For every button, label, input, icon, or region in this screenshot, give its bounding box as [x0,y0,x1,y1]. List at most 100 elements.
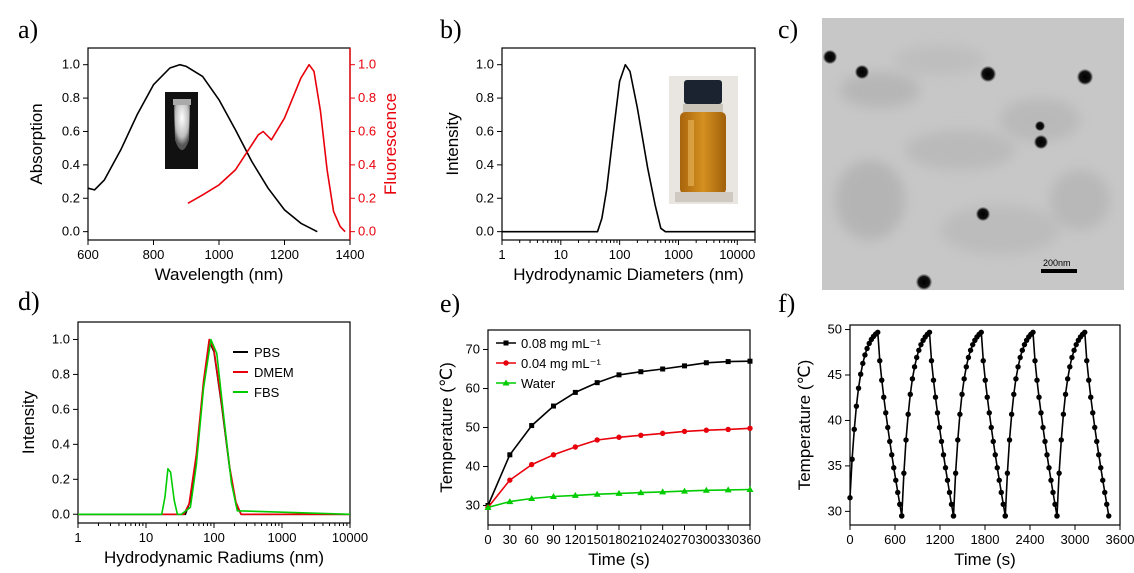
y-tick-label: 0.0 [52,506,70,521]
y-tick-label: 45 [828,367,842,382]
x-axis-title: Time (s) [954,550,1016,569]
legend-label: PBS [254,345,280,360]
data-point [982,377,988,383]
data-point [637,489,645,496]
absorption-line [87,63,318,233]
data-point [952,470,959,476]
data-point [889,452,895,458]
y-tick-label: 0.0 [62,224,80,239]
data-point [940,452,947,458]
data-point [984,394,990,400]
data-point [1046,465,1052,471]
data-point [659,488,667,495]
data-point [887,438,893,445]
x-tick-label: 600 [77,247,99,262]
data-point [875,329,881,335]
data-point [864,345,870,352]
cycle-line [849,331,1110,517]
data-point [909,376,916,382]
data-point [965,354,972,361]
data-point [961,376,967,382]
data-point [1082,329,1088,335]
x-tick-label: 3000 [1061,532,1090,547]
y-tick-label: 1.0 [62,57,80,72]
panel-label-f: f) [778,289,795,318]
x-tick-label: 10 [554,247,568,262]
data-point [1002,513,1008,519]
data-point [944,477,951,483]
legend-label: Water [521,376,556,391]
data-point [928,358,935,364]
data-point [860,360,866,367]
data-point [950,513,957,519]
data-point [1102,489,1108,496]
panel-label-b: b) [440,15,462,44]
data-point [1069,354,1075,361]
data-point [881,394,887,400]
data-point [1013,376,1019,382]
y-tick-label: 30 [828,503,842,518]
plot-frame [849,324,1121,526]
data-point [1036,394,1042,400]
x-tick-label: 0 [846,532,853,547]
data-point [1086,377,1092,383]
x-tick-label: 10 [139,530,153,545]
data-point [572,389,578,395]
data-point [957,411,963,417]
data-point [1008,411,1015,417]
data-point [899,513,905,519]
data-point [616,372,622,378]
x-tick-label: 10000 [332,530,368,545]
data-point [681,487,688,494]
data-point [528,461,535,468]
series-line-dmem [78,338,350,516]
data-point [1019,347,1026,353]
data-point [659,430,666,437]
data-point [1090,410,1096,416]
x-tick-label: 1000 [268,530,297,545]
data-point [1094,438,1100,445]
x-tick-label: 600 [884,532,906,547]
data-point [593,490,601,497]
data-point [916,347,922,353]
y-tick-label: 50 [466,420,480,435]
data-point [1056,470,1062,476]
data-point [905,411,911,417]
data-point [638,432,644,438]
x-tick-label: 1 [498,247,505,262]
y-axis-title: Temperature (℃) [795,360,814,491]
data-point [1044,452,1050,458]
data-point [1088,394,1094,400]
data-point [1060,411,1067,417]
data-point [725,359,731,365]
data-point [1050,489,1056,496]
y-axis-title: Intensity [19,390,38,454]
data-point [660,366,666,372]
data-point [903,437,909,443]
data-point [1064,376,1071,382]
data-point [1052,501,1058,508]
data-point [883,410,889,416]
data-point [913,354,920,361]
data-point [1042,438,1048,445]
y-tick-label: 40 [828,412,842,427]
data-point [1100,477,1106,483]
x-tick-label: 180 [608,532,630,547]
data-point [1084,358,1090,364]
y-tick-label: 35 [828,458,842,473]
legend-label: DMEM [254,365,294,380]
data-point [1096,452,1102,458]
legend-marker [503,340,509,346]
data-point [955,437,961,443]
panel-label-e: e) [440,289,460,318]
x-tick-label: 10000 [719,247,755,262]
data-point [1004,470,1011,476]
data-point [594,380,600,386]
legend-label: FBS [254,385,280,400]
panel-label-c: c) [778,15,798,44]
data-point [572,444,579,450]
y-tick-label: 1.0 [476,57,494,72]
data-point [1030,329,1036,335]
data-point [1067,364,1073,370]
data-point [986,410,992,416]
